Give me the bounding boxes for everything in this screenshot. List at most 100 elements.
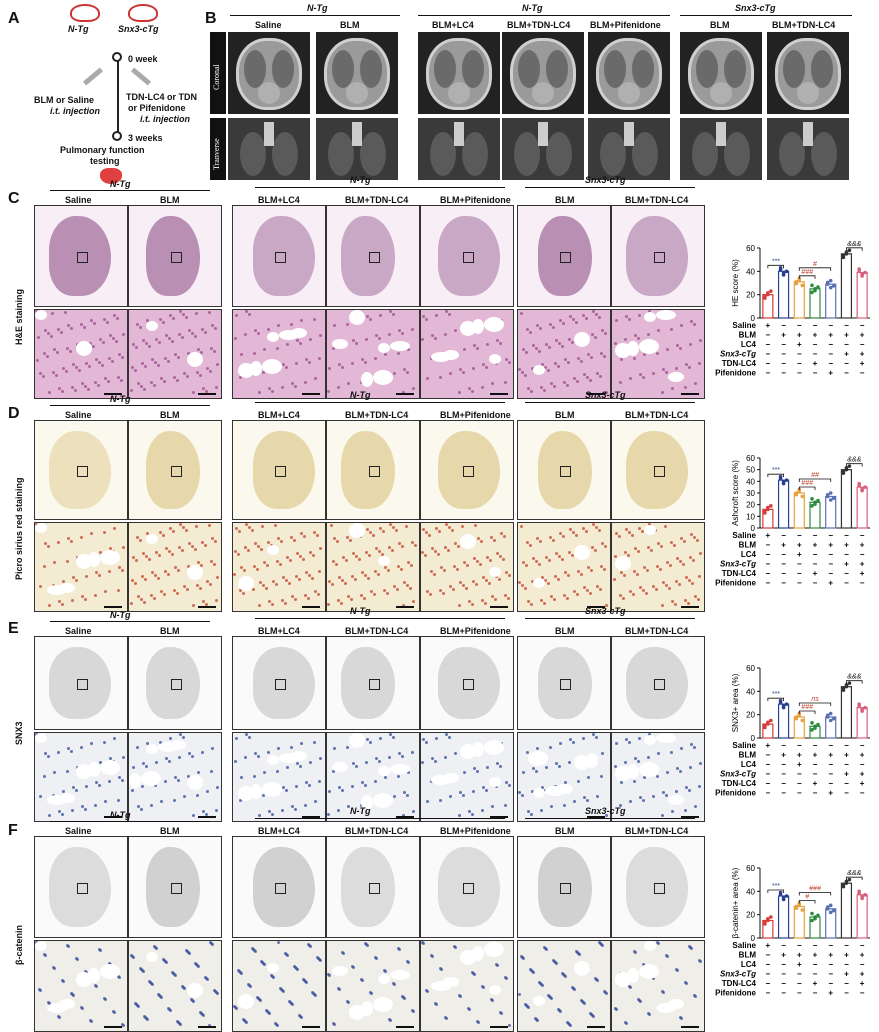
treat-sign: −	[860, 760, 865, 769]
overview-e-6	[611, 636, 705, 730]
treat-label-3: Snx3-cTg	[720, 560, 756, 569]
treat-sign: −	[781, 321, 786, 330]
hdr-c-line-1	[50, 190, 210, 191]
overview-c-2	[232, 205, 326, 307]
hdr-d-line-2	[255, 402, 505, 403]
lung-section	[341, 847, 395, 927]
ct-transverse-0	[228, 118, 310, 180]
treat-sign: +	[813, 779, 818, 788]
sig-annotation: ##	[811, 472, 819, 479]
treat-sign: −	[797, 789, 802, 798]
b-transverse-band: Tranverse	[210, 118, 226, 180]
treat-sign: +	[844, 751, 849, 760]
cond-e-6: BLM+TDN-LC4	[625, 626, 689, 636]
lung-section	[626, 216, 688, 296]
overview-d-6	[611, 420, 705, 520]
hdr-f-line-3	[525, 818, 695, 819]
treat-sign: −	[828, 569, 833, 578]
hdr-f-line-1	[50, 821, 210, 822]
treat-sign: +	[797, 960, 802, 969]
overview-f-1	[128, 836, 222, 938]
treat-label-0: Saline	[732, 321, 756, 330]
treat-sign: +	[766, 741, 771, 750]
data-point	[800, 908, 805, 912]
treat-sign: −	[828, 321, 833, 330]
data-point	[847, 464, 852, 468]
data-point	[847, 877, 852, 882]
data-point	[784, 269, 789, 274]
hdr-c-snx: Snx3-cTg	[585, 175, 626, 185]
data-point	[784, 894, 789, 898]
y-axis-label: β-catenin+ area (%)	[731, 867, 740, 938]
treat-sign: +	[844, 951, 849, 960]
lung-section	[146, 431, 200, 509]
data-point	[825, 280, 830, 285]
hdr-e-snx: Snx3-cTg	[585, 606, 626, 616]
treat-sign: −	[781, 960, 786, 969]
lung-section	[341, 216, 395, 296]
treat-sign: −	[766, 350, 771, 359]
lung-section	[538, 431, 592, 509]
sig-annotation: &&&	[847, 674, 861, 681]
data-point	[828, 278, 833, 283]
zoom-box	[369, 679, 380, 690]
treat-sign: −	[860, 989, 865, 998]
data-point	[763, 294, 767, 299]
treat-sign: +	[860, 751, 865, 760]
data-point	[794, 904, 799, 909]
zoom-e-3	[326, 732, 420, 822]
zoom-f-4	[420, 940, 514, 1032]
zoom-box	[369, 883, 380, 894]
b-coronal-band: Coronal	[210, 32, 226, 114]
zoom-f-6	[611, 940, 705, 1032]
data-point	[863, 705, 867, 710]
cond-c-6: BLM+TDN-LC4	[625, 195, 689, 205]
data-point	[860, 707, 864, 712]
overview-f-6	[611, 836, 705, 938]
data-point	[763, 723, 767, 728]
hdr-d-line-3	[525, 402, 695, 403]
cond-f-3: BLM+TDN-LC4	[345, 826, 409, 836]
lung-section	[253, 847, 315, 927]
y-tick-label: 60	[746, 664, 755, 673]
overview-d-5	[517, 420, 611, 520]
b-cond-5: BLM	[710, 20, 730, 30]
lung-section	[626, 431, 688, 509]
week3-label: 3 weeks	[128, 133, 163, 143]
lung-section	[438, 647, 500, 719]
overview-c-5	[517, 205, 611, 307]
hdr-c-ntg-2: N-Tg	[350, 175, 371, 185]
treat-sign: −	[781, 350, 786, 359]
cond-d-2: BLM+LC4	[258, 410, 300, 420]
treat-sign: −	[781, 531, 786, 540]
panel-label-b: B	[205, 10, 217, 27]
lung-section	[341, 431, 395, 509]
treat-label-4: TDN-LC4	[722, 569, 757, 578]
treat-sign: +	[860, 770, 865, 779]
treat-sign: −	[797, 941, 802, 950]
overview-f-0	[34, 836, 128, 938]
zoom-box	[171, 679, 182, 690]
treat-sign: −	[766, 960, 771, 969]
cond-e-1: BLM	[160, 626, 180, 636]
treat-sign: −	[766, 989, 771, 998]
y-axis-label: SNX3+ area (%)	[731, 673, 740, 732]
treat-sign: +	[813, 979, 818, 988]
overview-c-6	[611, 205, 705, 307]
sig-bracket	[767, 697, 784, 702]
data-point	[857, 702, 861, 706]
hdr-d-snx: Snx3-cTg	[585, 390, 626, 400]
zoom-box	[463, 883, 474, 894]
y-tick-label: 0	[751, 934, 756, 943]
data-point	[813, 724, 817, 729]
lung-section	[538, 647, 592, 719]
treat-sign: −	[813, 531, 818, 540]
zoom-d-5	[517, 522, 611, 612]
data-point	[810, 504, 814, 508]
zoom-box	[369, 466, 380, 477]
data-point	[831, 716, 836, 721]
sig-annotation: ***	[772, 258, 780, 265]
bar-5	[840, 469, 853, 529]
data-point	[847, 248, 852, 253]
cond-e-3: BLM+TDN-LC4	[345, 626, 409, 636]
